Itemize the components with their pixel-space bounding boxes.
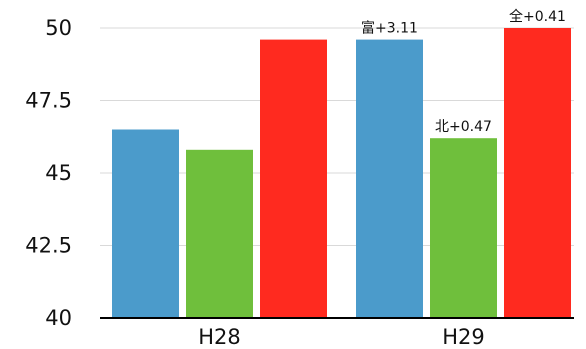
y-axis-tick-labels: 40 42.5 45 47.5 50: [25, 16, 72, 330]
x-axis-category-labels: H28 H29: [198, 325, 485, 349]
y-tick-label: 42.5: [25, 234, 72, 258]
data-labels: 富+3.11 北+0.47 全+0.41: [361, 8, 566, 135]
data-label: 富+3.11: [361, 20, 418, 37]
y-tick-label: 50: [45, 16, 72, 40]
bar-h29-s3: [504, 28, 571, 318]
y-tick-label: 47.5: [25, 89, 72, 113]
bars: [112, 28, 571, 318]
bar-h29-s2: [430, 138, 497, 318]
y-tick-label: 45: [45, 161, 72, 185]
data-label: 北+0.47: [435, 119, 492, 135]
bar-h28-s2: [186, 149, 253, 318]
x-category-label: H29: [442, 325, 485, 349]
x-category-label: H28: [198, 325, 241, 349]
y-tick-label: 40: [45, 306, 72, 330]
bar-h29-s1: [356, 39, 423, 318]
bar-h28-s1: [112, 129, 179, 318]
bar-h28-s3: [260, 39, 327, 318]
data-label: 全+0.41: [509, 8, 566, 25]
